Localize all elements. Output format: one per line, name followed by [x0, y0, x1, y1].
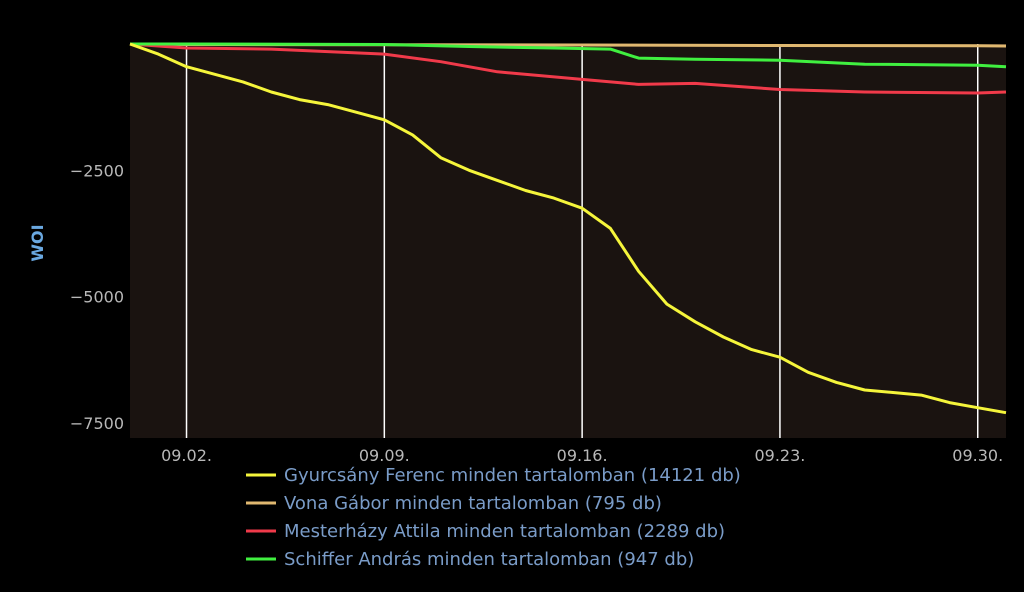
plot-background [130, 44, 1006, 438]
y-tick-labels: −2500 −5000 −7500 [70, 161, 124, 433]
series-line-4 [130, 42, 1007, 69]
x-tick-label: 09.23. [754, 446, 805, 465]
y-tick-label: −5000 [70, 288, 124, 307]
series-line-3 [129, 42, 1007, 95]
gridlines [185, 44, 979, 438]
legend-label: Mesterházy Attila minden tartalomban (22… [284, 521, 725, 542]
legend-item[interactable]: Schiffer András minden tartalomban (947 … [246, 549, 694, 570]
legend-item[interactable]: Gyurcsány Ferenc minden tartalomban (141… [246, 465, 741, 486]
x-tick-label: 09.16. [557, 446, 608, 465]
legend[interactable]: Gyurcsány Ferenc minden tartalomban (141… [246, 465, 741, 570]
x-tick-label: 09.09. [359, 446, 410, 465]
series-line-1 [129, 42, 1007, 415]
legend-item[interactable]: Mesterházy Attila minden tartalomban (22… [246, 521, 725, 542]
legend-label: Schiffer András minden tartalomban (947 … [284, 549, 694, 570]
y-tick-label: −2500 [70, 161, 124, 180]
y-tick-label: −7500 [70, 414, 124, 433]
series-lines [129, 42, 1007, 415]
y-axis-label: WOI [28, 224, 47, 261]
legend-item[interactable]: Vona Gábor minden tartalomban (795 db) [246, 493, 662, 514]
legend-label: Vona Gábor minden tartalomban (795 db) [284, 493, 662, 514]
legend-label: Gyurcsány Ferenc minden tartalomban (141… [284, 465, 741, 486]
x-tick-labels: 09.02. 09.09. 09.16. 09.23. 09.30. [161, 446, 1003, 465]
x-tick-label: 09.02. [161, 446, 212, 465]
x-tick-label: 09.30. [952, 446, 1003, 465]
